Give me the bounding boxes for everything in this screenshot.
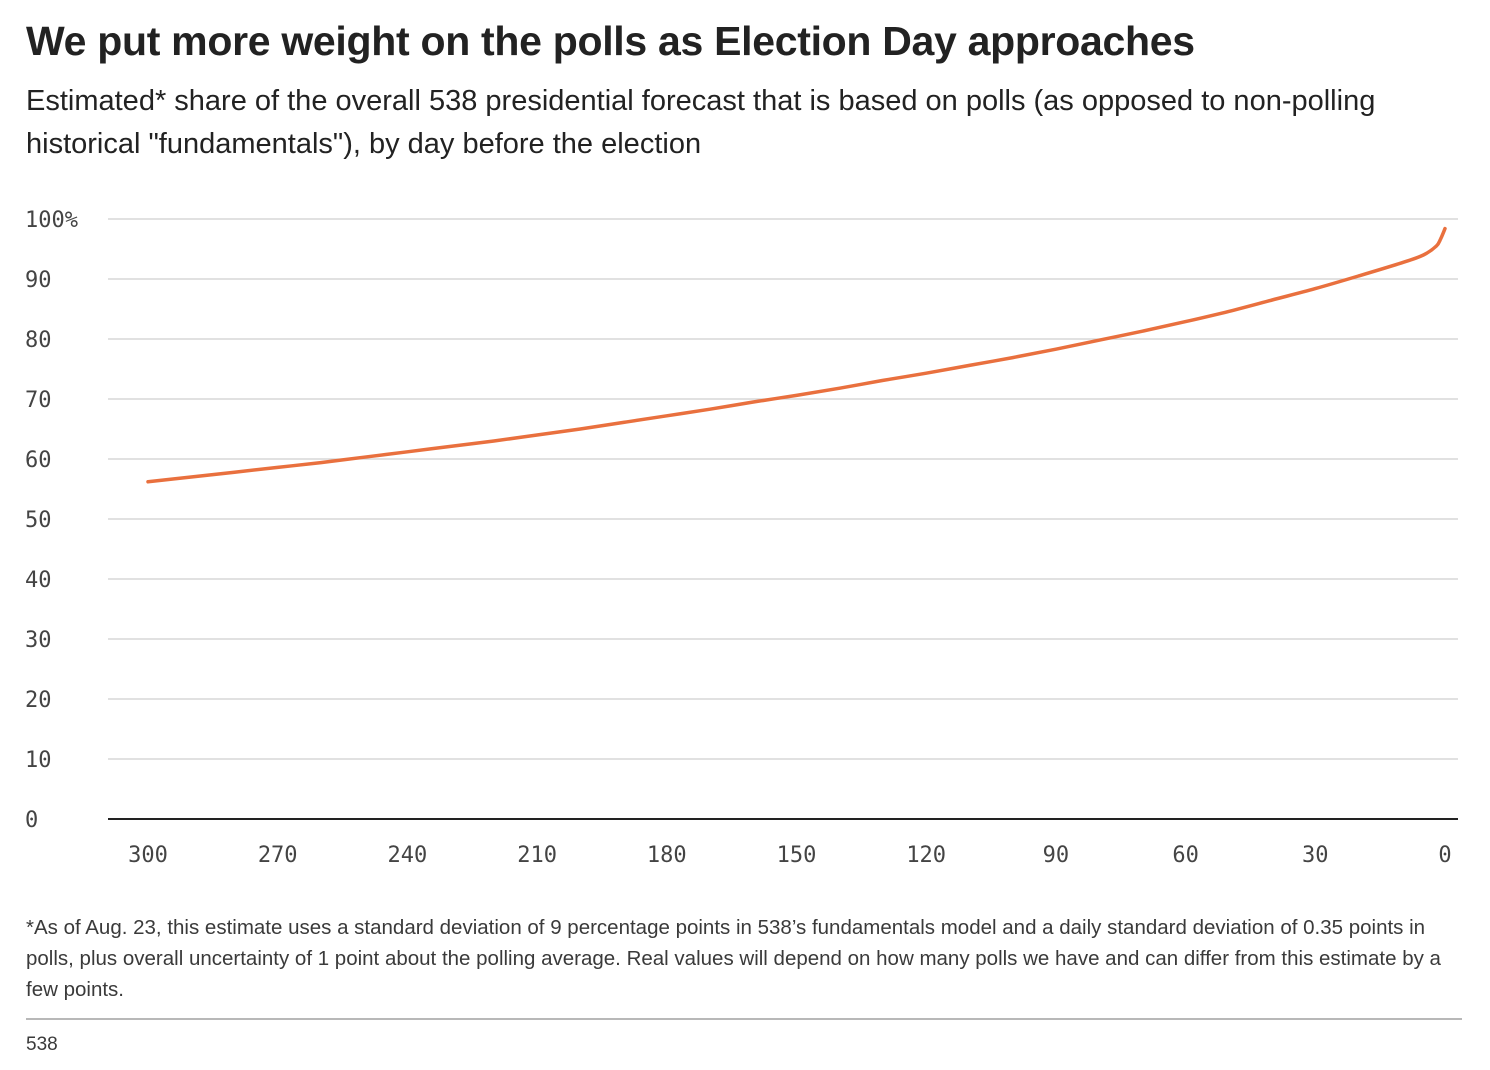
y-tick-label-40: 40: [25, 568, 52, 593]
y-tick-label-0: 0: [25, 808, 38, 833]
x-tick-label-150: 150: [777, 843, 817, 868]
x-tick-label-270: 270: [258, 843, 298, 868]
y-tick-label-90: 90: [25, 268, 52, 293]
y-tick-label-30: 30: [25, 628, 52, 653]
y-tick-label-10: 10: [25, 748, 52, 773]
x-axis-tick-labels: 300 270 240 210 180 150 120 90 60 30 0: [128, 843, 1452, 868]
x-tick-label-0: 0: [1438, 843, 1451, 868]
y-axis-tick-labels: 0 10 20 30 40 50 60 70 80 90 100%: [25, 208, 78, 833]
y-tick-label-100: 100%: [25, 208, 78, 233]
x-tick-label-300: 300: [128, 843, 168, 868]
x-tick-label-180: 180: [647, 843, 687, 868]
x-tick-label-90: 90: [1043, 843, 1070, 868]
chart-subtitle: Estimated* share of the overall 538 pres…: [26, 85, 1376, 160]
x-tick-label-240: 240: [388, 843, 428, 868]
x-tick-label-210: 210: [517, 843, 557, 868]
footnote: *As of Aug. 23, this estimate uses a sta…: [26, 916, 1441, 1001]
y-tick-label-60: 60: [25, 448, 52, 473]
x-tick-label-30: 30: [1302, 843, 1329, 868]
y-tick-label-50: 50: [25, 508, 52, 533]
chart-title: We put more weight on the polls as Elect…: [26, 18, 1195, 64]
source-label: 538: [26, 1034, 58, 1055]
y-tick-label-20: 20: [25, 688, 52, 713]
x-tick-label-120: 120: [906, 843, 946, 868]
x-tick-label-60: 60: [1172, 843, 1199, 868]
series-layer: [146, 226, 1447, 484]
y-tick-label-70: 70: [25, 388, 52, 413]
y-tick-label-80: 80: [25, 328, 52, 353]
gridlines: [108, 218, 1458, 820]
series-line-0: [146, 226, 1447, 484]
footer-divider: [26, 1018, 1462, 1020]
